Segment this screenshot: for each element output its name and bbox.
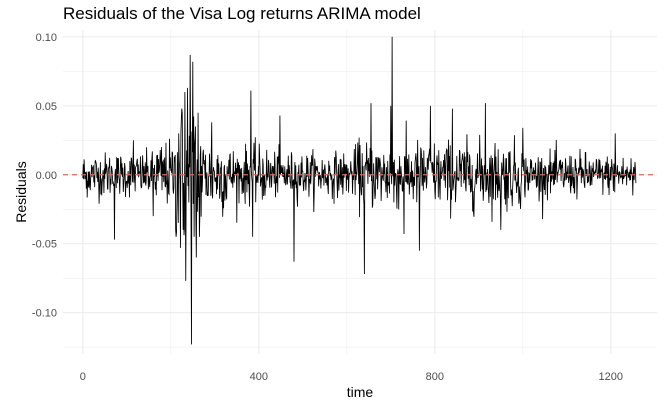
- x-tick-labels: 0 400 800 1200: [80, 371, 623, 383]
- x-tick-label: 0: [80, 371, 86, 383]
- chart-title: Residuals of the Visa Log returns ARIMA …: [63, 4, 421, 23]
- residuals-series-line: [82, 36, 637, 345]
- x-tick-label: 1200: [599, 371, 623, 383]
- y-tick-label: 0.00: [36, 170, 57, 182]
- x-tick-label: 800: [426, 371, 444, 383]
- y-tick-label: 0.10: [36, 32, 57, 44]
- x-axis-title: time: [347, 384, 374, 400]
- x-tick-label: 400: [250, 371, 268, 383]
- y-tick-label: -0.05: [32, 239, 57, 251]
- y-tick-label: -0.10: [32, 308, 57, 320]
- y-axis-title: Residuals: [13, 161, 29, 222]
- y-tick-labels: 0.10 0.05 0.00 -0.05 -0.10: [32, 32, 57, 320]
- y-tick-label: 0.05: [36, 101, 57, 113]
